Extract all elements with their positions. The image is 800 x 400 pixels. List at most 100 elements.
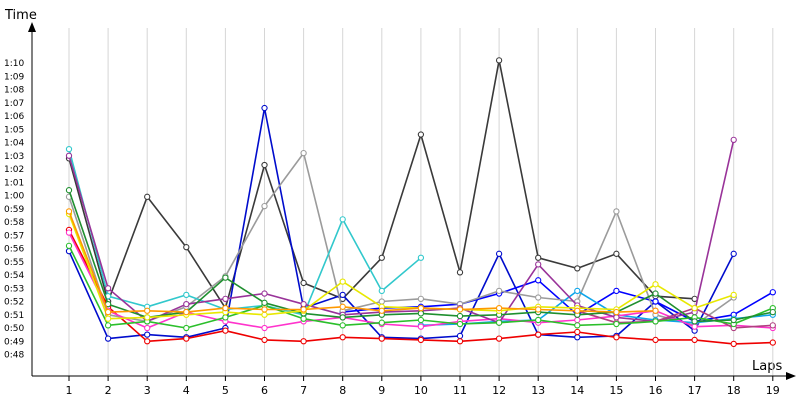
x-tick-label: 1 (66, 384, 73, 397)
data-point (378, 287, 385, 295)
data-point (417, 254, 425, 261)
y-tick-label: 1:08 (4, 86, 24, 96)
data-point (261, 324, 268, 332)
data-point (495, 319, 503, 326)
data-point (730, 291, 737, 299)
data-point (144, 338, 151, 345)
data-point (769, 322, 776, 329)
data-point (339, 278, 346, 285)
y-tick-label: 1:03 (4, 152, 24, 162)
x-tick-labels: 1 2 3 4 5 6 7 8 9 10 11 12 13 14 15 16 17 18 19 (66, 376, 780, 397)
y-tick-label: 1:01 (4, 178, 24, 188)
data-point (104, 322, 112, 329)
data-point (730, 136, 737, 143)
y-tick-label: 1:10 (4, 59, 24, 69)
data-point (339, 303, 346, 310)
y-tick-label: 1:02 (4, 165, 24, 175)
data-point (183, 335, 190, 342)
series-line (68, 139, 735, 324)
data-point (222, 274, 229, 281)
data-point (652, 336, 659, 344)
axes (28, 22, 796, 380)
y-tick-label: 1:06 (4, 112, 24, 122)
data-point (104, 315, 112, 322)
x-tick-label: 18 (727, 384, 741, 397)
y-tick-label: 1:04 (4, 139, 24, 149)
data-point (65, 208, 73, 215)
y-tick-label: 0:54 (4, 271, 24, 281)
series-0 (65, 57, 698, 312)
series-line (577, 307, 773, 329)
data-point (613, 250, 620, 257)
data-point (495, 287, 503, 295)
y-tick-label: 0:50 (4, 324, 24, 334)
data-point (769, 289, 776, 296)
data-point (769, 308, 776, 316)
data-point (652, 290, 659, 297)
data-point (65, 242, 73, 249)
data-point (261, 306, 268, 313)
data-point (652, 281, 659, 288)
data-point (339, 216, 346, 223)
data-point (300, 279, 307, 287)
data-point (222, 314, 229, 321)
data-point (104, 335, 112, 342)
data-point (339, 314, 346, 321)
data-point (378, 307, 385, 314)
data-point (456, 269, 464, 276)
y-axis-arrow (28, 22, 36, 32)
y-tick-label: 0:51 (4, 311, 24, 321)
data-point (144, 307, 151, 314)
data-point (456, 312, 464, 320)
data-point (574, 316, 581, 324)
series-12 (65, 210, 737, 322)
y-tick-label: 0:48 (4, 351, 24, 361)
data-point (535, 277, 542, 284)
data-point (613, 308, 620, 316)
data-point (378, 254, 385, 261)
y-tick-label: 0:55 (4, 258, 24, 268)
data-point (300, 306, 307, 313)
data-point (300, 149, 307, 157)
data-point (378, 319, 385, 326)
data-point (456, 306, 464, 313)
data-point (613, 320, 620, 328)
data-point (769, 339, 776, 346)
data-point (339, 291, 346, 299)
x-tick-label: 17 (688, 384, 702, 397)
y-tick-label: 1:05 (4, 125, 24, 135)
y-tick-label: 0:53 (4, 284, 24, 294)
x-tick-label: 5 (222, 384, 229, 397)
data-point (574, 287, 581, 295)
data-point (495, 335, 503, 342)
x-axis-arrow (786, 372, 796, 380)
data-point (339, 322, 346, 329)
data-point (574, 334, 581, 341)
series-3 (65, 226, 776, 348)
data-point (261, 290, 268, 297)
y-tick-label: 0:49 (4, 337, 24, 347)
y-tick-label: 0:57 (4, 231, 24, 241)
data-point (261, 202, 268, 210)
data-point (378, 298, 385, 305)
data-point (613, 208, 620, 215)
data-point (300, 315, 307, 322)
data-point (691, 323, 698, 330)
y-tick-labels: 0:48 0:49 0:50 0:51 0:52 0:53 0:54 0:55 0:56 0:57… (4, 59, 24, 361)
x-tick-label: 9 (378, 384, 385, 397)
y-tick-label: 0:58 (4, 218, 24, 228)
data-point (261, 161, 268, 169)
x-axis-title: Laps (752, 359, 782, 374)
data-point (222, 327, 229, 334)
data-point (456, 332, 464, 340)
data-point (417, 304, 425, 312)
data-point (417, 310, 425, 317)
data-point (535, 306, 542, 313)
y-axis-title: Time (4, 8, 37, 23)
data-point (339, 334, 346, 341)
data-point (183, 324, 190, 332)
data-point (730, 250, 737, 257)
series-lines (65, 57, 776, 348)
x-tick-label: 13 (531, 384, 545, 397)
x-tick-label: 2 (105, 384, 112, 397)
